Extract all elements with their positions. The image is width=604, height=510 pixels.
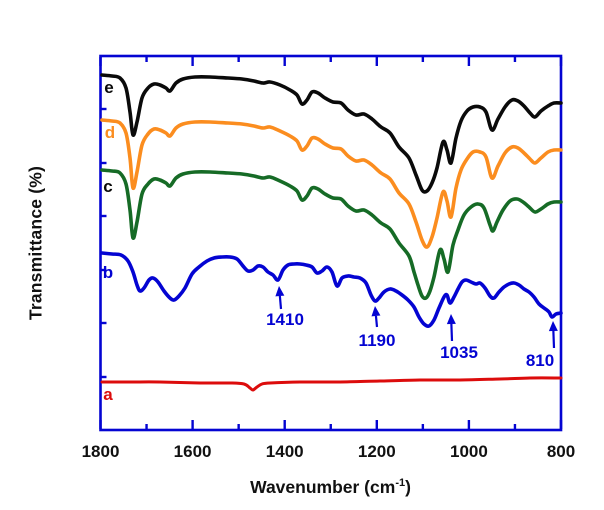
- curve-c: [100, 168, 563, 301]
- curve-label-c: c: [103, 177, 112, 196]
- curve-label-e: e: [104, 78, 113, 97]
- curve-b: [100, 251, 563, 328]
- x-tick-label: 1800: [82, 442, 120, 461]
- y-axis-title: Transmittance (%): [25, 165, 46, 321]
- annotation-arrow-line-1035: [450, 323, 454, 342]
- curve-d: [100, 118, 563, 249]
- annotation-label-1035: 1035: [440, 343, 478, 362]
- annotation-arrow-head-1190: [371, 306, 381, 317]
- x-tick-label: 1200: [358, 442, 396, 461]
- annotation-label-1410: 1410: [266, 310, 304, 329]
- x-tick-label: 1400: [266, 442, 304, 461]
- annotation-arrow-line-1190: [374, 315, 379, 328]
- annotation-arrow-head-810: [548, 321, 558, 332]
- x-axis-title-main: Wavenumber (cm: [250, 477, 396, 497]
- curve-a: [100, 376, 563, 392]
- curve-label-a: a: [103, 385, 113, 404]
- annotation-arrow-line-1410: [278, 295, 283, 310]
- curve-e: [100, 73, 563, 194]
- annotation-label-1190: 1190: [359, 331, 396, 350]
- x-tick-label: 800: [547, 442, 575, 461]
- curve-label-b: b: [103, 263, 113, 282]
- annotation-arrow-head-1035: [446, 314, 456, 325]
- x-axis-title-superscript: -1: [395, 477, 406, 490]
- axis-frame: [99, 54, 563, 432]
- x-axis-title-close: ): [405, 477, 411, 497]
- x-axis-title: Wavenumber (cm-1): [100, 477, 561, 498]
- annotation-arrow-line-810: [552, 330, 556, 349]
- x-tick-label: 1600: [174, 442, 212, 461]
- curve-label-d: d: [105, 123, 115, 142]
- annotation-arrow-head-1410: [275, 286, 285, 297]
- annotation-label-810: 810: [526, 351, 554, 370]
- x-tick-label: 1000: [450, 442, 488, 461]
